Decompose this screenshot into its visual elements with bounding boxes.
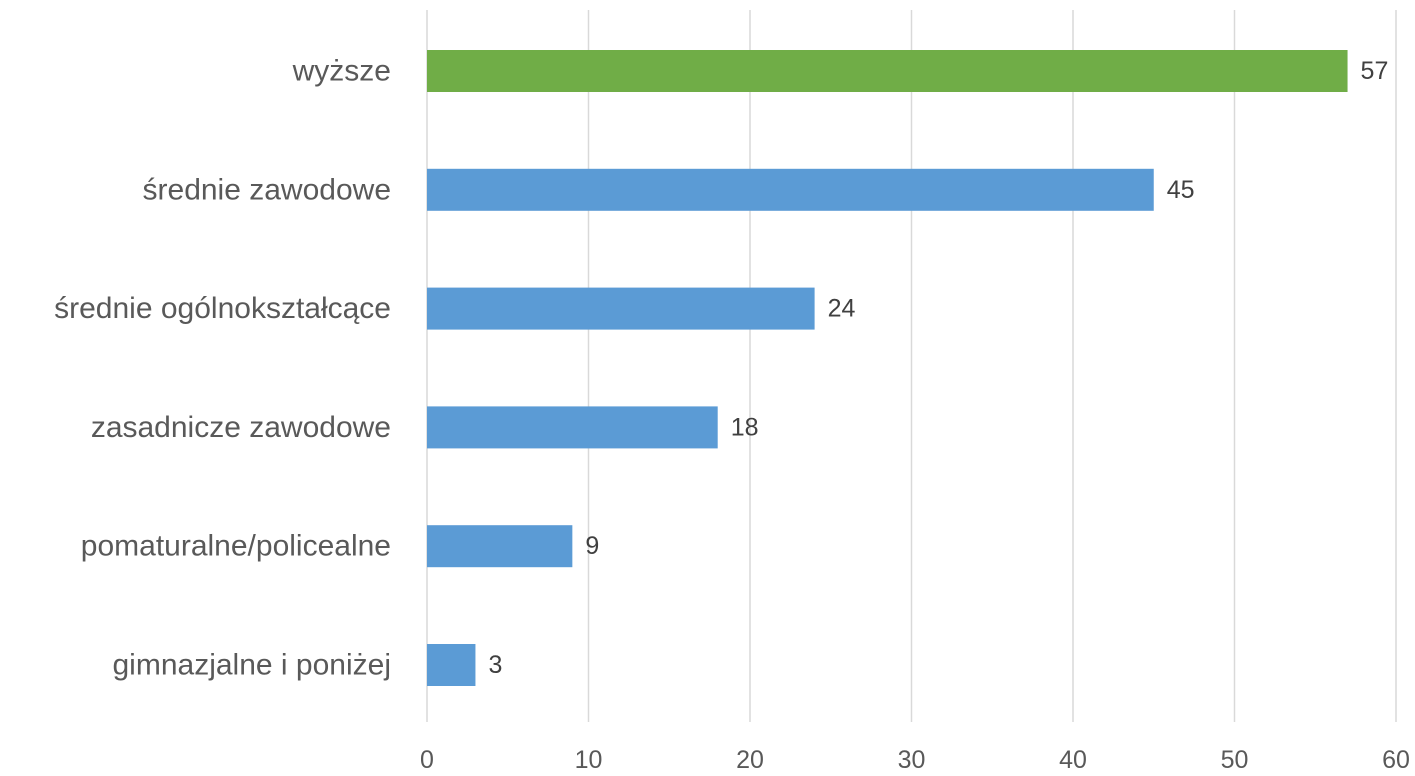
bar-3: [427, 406, 718, 449]
category-label-0: wyższe: [292, 55, 391, 88]
x-tick-label-50: 50: [1221, 746, 1249, 774]
x-tick-label-60: 60: [1382, 746, 1410, 774]
x-tick-label-30: 30: [898, 746, 926, 774]
bar-1: [427, 168, 1154, 211]
category-labels: wyższe średnie zawodowe średnie ogólnokszt…: [54, 55, 391, 682]
x-tick-label-20: 20: [736, 746, 764, 774]
category-label-4: pomaturalne/policealne: [81, 530, 391, 563]
data-label-1: 45: [1167, 176, 1195, 204]
data-label-0: 57: [1361, 57, 1389, 85]
category-label-1: średnie zawodowe: [143, 173, 391, 206]
x-tick-label-40: 40: [1059, 746, 1087, 774]
x-axis-tick-labels: 0 10 20 30 40 50 60: [420, 746, 1410, 774]
gridlines: [426, 10, 1397, 722]
data-label-3: 18: [731, 413, 759, 441]
bar-0: [427, 50, 1348, 92]
category-label-3: zasadnicze zawodowe: [91, 411, 391, 444]
data-label-4: 9: [585, 532, 599, 560]
bar-4: [427, 525, 573, 568]
bars: [427, 50, 1348, 686]
data-label-2: 24: [828, 295, 856, 323]
bar-2: [427, 287, 815, 330]
x-tick-label-10: 10: [575, 746, 603, 774]
category-label-5: gimnazjalne i poniżej: [113, 649, 392, 682]
bar-5: [427, 644, 476, 686]
data-label-5: 3: [488, 651, 502, 679]
data-labels: 57 45 24 18 9 3: [488, 57, 1388, 679]
x-tick-label-0: 0: [420, 746, 434, 774]
category-label-2: średnie ogólnokształcące: [54, 292, 391, 325]
